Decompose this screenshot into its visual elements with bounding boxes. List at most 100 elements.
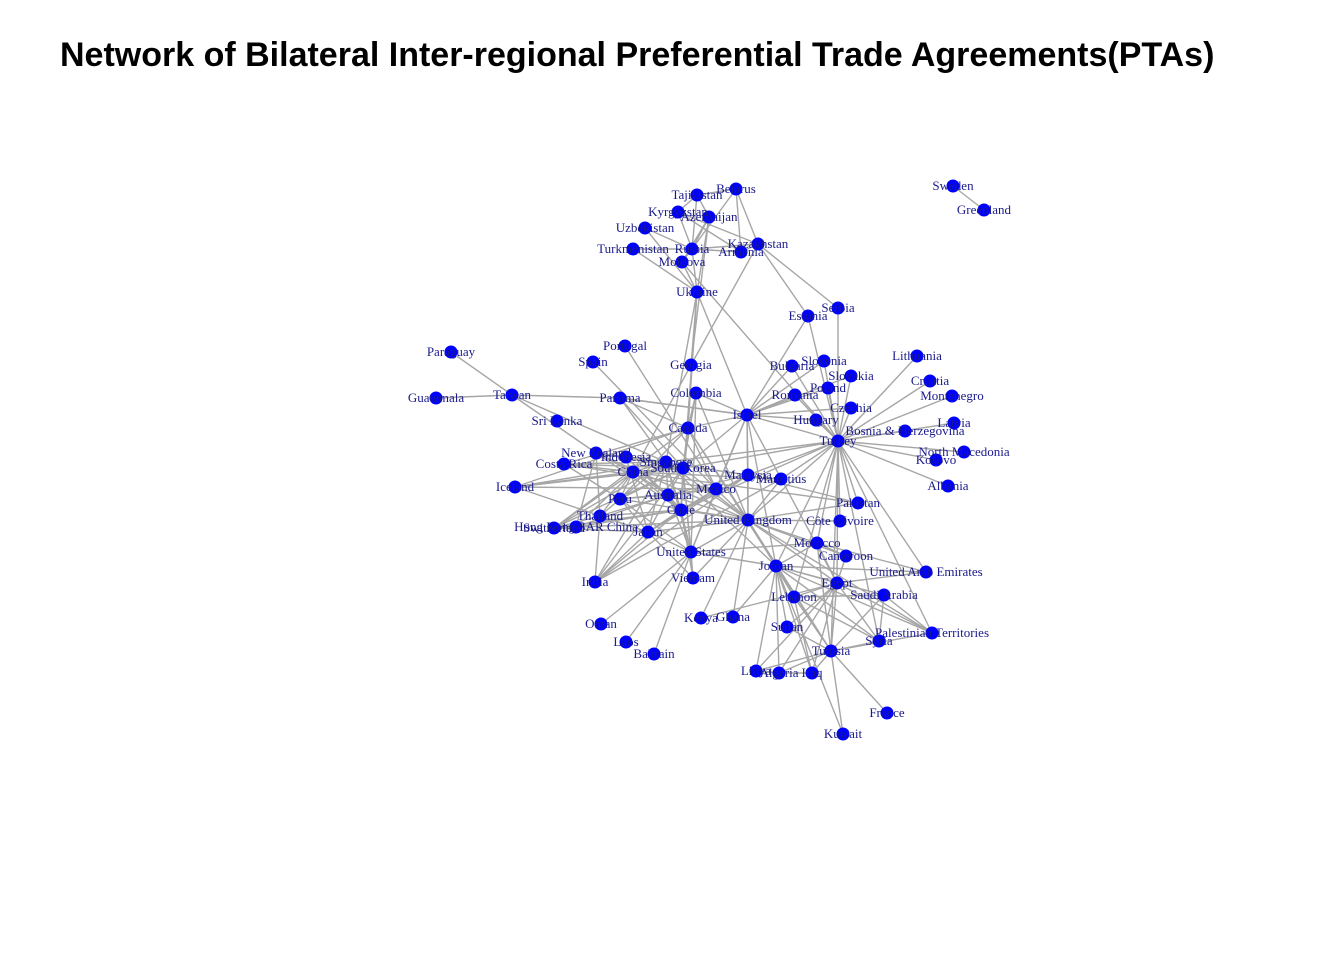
node-hungary <box>809 413 823 427</box>
node-label-belarus: Belarus <box>716 181 756 196</box>
node-chile <box>674 503 688 517</box>
node-costa-rica <box>557 457 571 471</box>
node-label-china: China <box>617 464 648 479</box>
edge-guatemala-taiwan <box>435 394 513 399</box>
edge-colombia-united-kingdom <box>695 392 749 521</box>
node-czechia <box>844 401 858 415</box>
edge-jordan-syria <box>775 565 880 642</box>
node-label-slovakia: Slovakia <box>828 368 874 383</box>
node-label-pakistan: Pakistan <box>836 495 881 510</box>
node-tunisia <box>824 644 838 658</box>
node-guatemala <box>429 391 443 405</box>
edge-malaysia-pakistan <box>747 474 859 504</box>
node-morocco <box>810 536 824 550</box>
edge-estonia-turkey <box>807 315 839 442</box>
edge-taiwan-panama <box>511 394 621 399</box>
node-russia <box>685 242 699 256</box>
edge-united-states-morocco <box>690 542 818 553</box>
edge-georgia-kazakhstan <box>690 243 759 366</box>
node-label-saudi-arabia: Saudi Arabia <box>850 587 918 602</box>
node-mauritius <box>774 472 788 486</box>
node-label-poland: Poland <box>810 380 847 395</box>
node-label-ghana: Ghana <box>716 609 750 624</box>
edge-united-states-oman <box>600 551 692 625</box>
edge-morocco-united-arab-emirates <box>816 542 927 573</box>
node-laos <box>619 635 633 649</box>
node-romania <box>788 388 802 402</box>
edge-colombia-israel <box>695 392 748 416</box>
node-australia <box>661 488 675 502</box>
node-label-malaysia: Malaysia <box>724 467 772 482</box>
node-label-portugal: Portugal <box>603 338 647 353</box>
edge-malaysia-japan <box>647 474 749 533</box>
node-switzerland <box>547 521 561 535</box>
node-armenia <box>734 245 748 259</box>
node-japan <box>641 525 655 539</box>
edge-canada-mexico <box>687 427 717 490</box>
edge-turkey-united-arab-emirates <box>837 440 927 573</box>
node-label-north-macedonia: North Macedonia <box>918 444 1010 459</box>
edge-china-chile <box>632 471 682 511</box>
edge-chile-united-kingdom <box>680 509 749 521</box>
node-estonia <box>801 309 815 323</box>
edge-turkey-bosnia-herzegovina <box>837 430 906 442</box>
node-turkmenistan <box>626 242 640 256</box>
edge-china-hong-kong-sar-china <box>575 471 634 528</box>
node-turkey <box>831 434 845 448</box>
edge-united-kingdom-egypt <box>747 519 838 584</box>
edge-turkmenistan-ukraine <box>632 248 698 293</box>
node-kazakhstan <box>751 237 765 251</box>
node-label-france: France <box>869 705 905 720</box>
node-label-colombia: Colombia <box>670 385 722 400</box>
edge-united-states-united-kingdom <box>690 519 749 553</box>
node-ghana <box>726 610 740 624</box>
node-label-united-states: United States <box>656 544 726 559</box>
node-label-ukraine: Ukraine <box>676 284 718 299</box>
edge-china-switzerland <box>553 471 634 529</box>
node-label-paraguay: Paraguay <box>427 344 476 359</box>
edge-russia-ukraine <box>691 248 698 293</box>
edge-taiwan-singapore <box>511 394 667 463</box>
node-label-slovenia: Slovenia <box>801 353 847 368</box>
edge-japan-vietnam <box>647 531 694 579</box>
node-label-egypt: Egypt <box>821 575 852 590</box>
edge-peru-japan <box>619 498 649 533</box>
node-spain <box>586 355 600 369</box>
edge-egypt-saudi-arabia <box>836 582 885 596</box>
node-label-montenegro: Montenegro <box>920 388 984 403</box>
node-tajikistan <box>690 188 704 202</box>
edge-colombia-united-states <box>690 392 697 553</box>
edge-egypt-libya <box>755 582 838 672</box>
node-label-c-te-d-ivoire: Côte d'Ivoire <box>806 513 874 528</box>
node-montenegro <box>945 389 959 403</box>
node-slovenia <box>817 354 831 368</box>
edge-lebanon-tunisia <box>793 596 832 652</box>
node-label-azerbaijan: Azerbaijan <box>680 209 738 224</box>
node-label-georgia: Georgia <box>670 357 712 372</box>
edge-israel-canada <box>687 414 748 429</box>
edge-turkey-lebanon <box>793 440 839 598</box>
edge-tunisia-algeria <box>778 650 832 674</box>
node-label-sri-lanka: Sri Lanka <box>532 413 583 428</box>
node-label-australia: Australia <box>644 487 692 502</box>
edge-australia-hong-kong-sar-china <box>575 494 669 528</box>
node-label-kosovo: Kosovo <box>916 452 956 467</box>
node-india <box>588 575 602 589</box>
node-peru <box>613 492 627 506</box>
edge-uzbekistan-ukraine <box>644 227 698 293</box>
node-croatia <box>923 374 937 388</box>
edge-sweden-greenland <box>952 185 985 211</box>
edge-japan-united-states <box>647 531 692 553</box>
node-taiwan <box>505 388 519 402</box>
chart-title: Network of Bilateral Inter-regional Pref… <box>60 36 1215 74</box>
edge-israel-bulgaria <box>746 365 793 416</box>
edge-jordan-algeria <box>775 565 780 674</box>
node-label-bulgaria: Bulgaria <box>770 358 815 373</box>
edge-united-kingdom-switzerland <box>553 519 749 529</box>
node-label-switzerland: Switzerland <box>523 520 586 535</box>
edge-turkey-albania <box>837 440 949 487</box>
edge-turkey-lithuania <box>837 355 918 442</box>
node-oman <box>594 617 608 631</box>
